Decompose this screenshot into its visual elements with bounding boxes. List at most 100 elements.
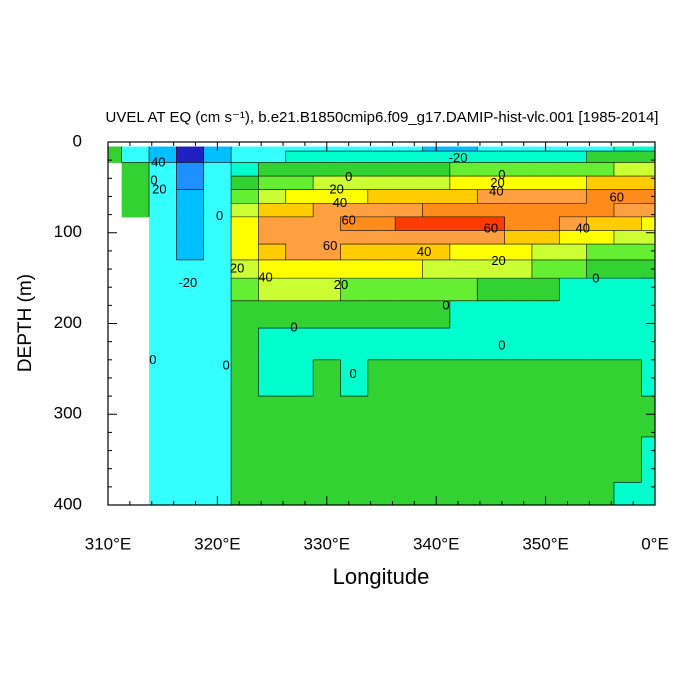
contour-cell (395, 230, 424, 245)
contour-cell (258, 359, 287, 397)
contour-cell (422, 244, 451, 261)
contour-cell (313, 203, 341, 218)
contour-cell (641, 328, 656, 361)
contour-cell (449, 146, 478, 152)
contour-cell (449, 203, 478, 218)
contour-label: 0 (216, 208, 223, 223)
contour-cell (313, 396, 341, 438)
contour-cell (149, 230, 177, 245)
contour-cell (504, 216, 533, 231)
contour-cell (422, 203, 451, 218)
contour-cell (340, 259, 369, 279)
contour-cell (449, 482, 478, 506)
contour-cell (313, 176, 341, 191)
contour-cell (203, 482, 232, 506)
contour-cell (367, 359, 396, 397)
contour-cell (285, 278, 314, 302)
contour-cell (477, 396, 506, 438)
contour-cell (258, 300, 287, 329)
contour-cell (340, 278, 369, 302)
contour-cell (395, 259, 424, 279)
contour-label: 40 (417, 244, 431, 259)
contour-cell (176, 216, 205, 231)
contour-cell (367, 151, 396, 163)
contour-cell (531, 189, 560, 204)
contour-cell (395, 216, 424, 231)
contour-cell (313, 216, 341, 231)
contour-cell (121, 176, 150, 191)
contour-cell (203, 278, 232, 302)
contour-cell (477, 216, 506, 231)
contour-label: 20 (230, 260, 244, 275)
contour-cell (641, 278, 656, 302)
contour-cell (531, 259, 560, 279)
contour-cell (313, 259, 341, 279)
contour-cell (422, 176, 451, 191)
contour-cell (285, 244, 314, 261)
contour-cell (231, 300, 259, 329)
contour-cell (149, 300, 177, 329)
contour-cell (641, 162, 656, 177)
contour-cell (477, 176, 506, 191)
contour-cell (367, 146, 396, 152)
contour-cell (108, 146, 123, 152)
contour-cell (504, 278, 533, 302)
contour-cell (231, 203, 259, 218)
contour-cell (504, 244, 533, 261)
contour-cell (258, 162, 287, 177)
contour-label: 0 (290, 319, 297, 334)
contour-cell (613, 151, 642, 163)
contour-cell (395, 300, 424, 329)
contour-cell (422, 328, 451, 361)
contour-cell (395, 328, 424, 361)
contour-cell (559, 259, 588, 279)
y-tick-label: 200 (54, 313, 82, 332)
contour-cell (258, 436, 287, 483)
contour-cell (203, 359, 232, 397)
contour-cell (613, 146, 642, 152)
contour-cell (176, 203, 205, 218)
contour-cell (613, 189, 642, 204)
contour-cell (477, 328, 506, 361)
contour-cell (531, 216, 560, 231)
contour-cell (176, 151, 205, 163)
contour-cell (367, 244, 396, 261)
contour-label: 20 (329, 182, 343, 197)
contour-cell (313, 151, 341, 163)
contour-cell (504, 436, 533, 483)
contour-cell (149, 396, 177, 438)
x-axis-label: Longitude (333, 564, 430, 589)
contour-cell (367, 482, 396, 506)
contour-cell (449, 359, 478, 397)
x-tick-label: 330°E (304, 534, 351, 553)
contour-cell (641, 259, 656, 279)
contour-cell (641, 482, 656, 506)
contour-cell (559, 189, 588, 204)
contour-cell (395, 396, 424, 438)
y-axis-label: DEPTH (m) (15, 274, 36, 372)
contour-cell (149, 244, 177, 261)
contour-cell (504, 203, 533, 218)
contour-cell (176, 230, 205, 245)
contour-label: 20 (334, 277, 348, 292)
axes: 310°E 320°E 330°E 340°E 350°E 0°E010020030040… (54, 131, 669, 553)
contour-cell (531, 359, 560, 397)
contour-cell (422, 162, 451, 177)
contour-label: 40 (576, 221, 590, 236)
contour-cell (340, 230, 369, 245)
contour-cell (340, 300, 369, 329)
contour-cell (449, 151, 478, 163)
contour-cell (176, 396, 205, 438)
contour-cell (285, 482, 314, 506)
contour-cell (231, 396, 259, 438)
contour-cell (531, 328, 560, 361)
contour-label: 20 (152, 182, 166, 197)
contour-cell (395, 436, 424, 483)
contour-cell (449, 230, 478, 245)
contour-cell (449, 162, 478, 177)
contour-cell (121, 151, 150, 163)
contour-cell (313, 278, 341, 302)
contour-cell (285, 146, 314, 152)
contour-cell (422, 278, 451, 302)
contour-cell (285, 396, 314, 438)
